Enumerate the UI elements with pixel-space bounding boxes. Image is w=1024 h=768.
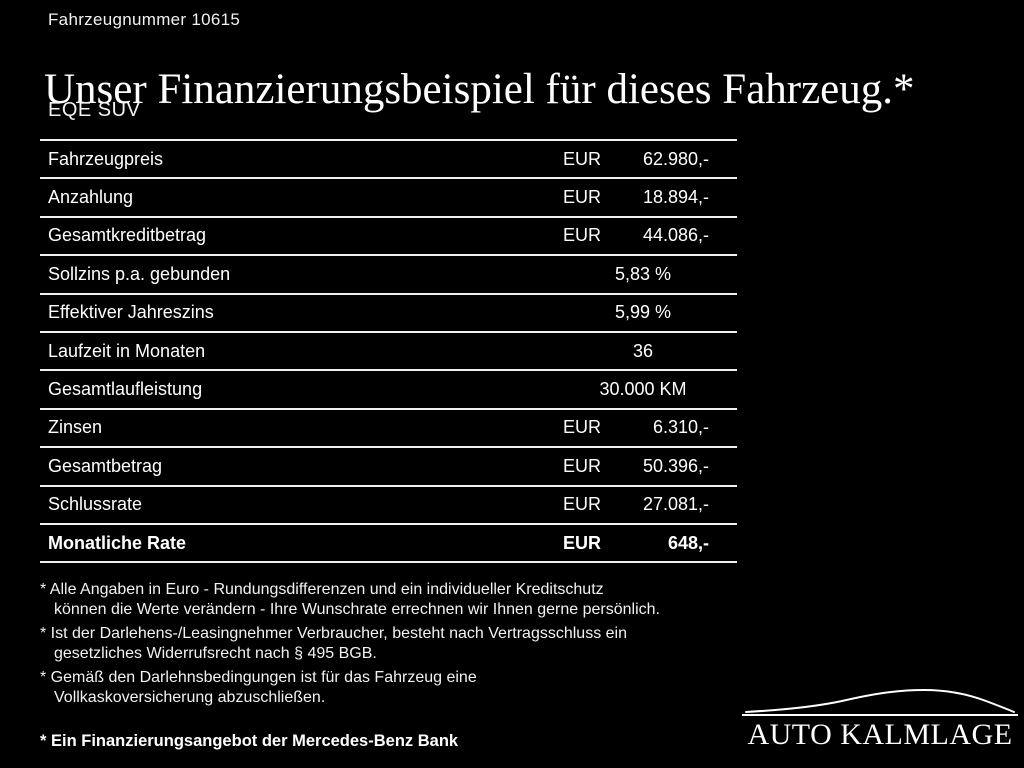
currency-label: EUR [563, 187, 602, 208]
row-values: 5,99 % [563, 302, 737, 323]
row-label: Monatliche Rate [48, 532, 187, 553]
row-values: EUR 18.894,- [563, 187, 737, 208]
currency-label: EUR [563, 225, 602, 246]
row-values: EUR 6.310,- [563, 417, 737, 438]
row-value: 36 [632, 340, 654, 361]
logo-divider [742, 714, 1018, 716]
table-row: Gesamtlaufleistung 30.000 KM [40, 369, 737, 407]
row-values: EUR 50.396,- [563, 456, 737, 477]
row-value: 648,- [667, 532, 709, 553]
bank-note: * Ein Finanzierungsangebot der Mercedes-… [40, 732, 459, 750]
row-value: 50.396,- [642, 455, 709, 476]
row-label: Sollzins p.a. gebunden [48, 263, 231, 284]
footnote: * Ist der Darlehens-/Leasingnehmer Verbr… [40, 625, 627, 662]
table-row: Schlussrate EUR 27.081,- [40, 484, 737, 523]
row-value: 5,99 % [614, 302, 672, 323]
table-row: Gesamtkreditbetrag EUR 44.086,- [40, 215, 737, 254]
dealer-logo: AUTO KALMLAGE [742, 686, 1018, 752]
row-value: 44.086,- [642, 225, 709, 246]
car-silhouette-icon [745, 688, 1015, 713]
row-value: 30.000 KM [599, 379, 687, 400]
page-title: Unser Finanzierungsbeispiel für dieses F… [44, 65, 915, 113]
table-row: Laufzeit in Monaten 36 [40, 330, 737, 369]
row-values: EUR 27.081,- [563, 494, 737, 515]
table-row: Fahrzeugpreis EUR 62.980,- [40, 139, 737, 177]
table-row: Zinsen EUR 6.310,- [40, 407, 737, 446]
dealer-name: AUTO KALMLAGE [747, 718, 1013, 751]
row-label: Laufzeit in Monaten [48, 340, 206, 361]
currency-label: EUR [563, 494, 602, 515]
footnotes: * Alle Angaben in Euro - Rundungsdiffere… [40, 580, 745, 712]
row-value: 5,83 % [614, 263, 672, 284]
table-row: Effektiver Jahreszins 5,99 % [40, 292, 737, 331]
footnote: * Alle Angaben in Euro - Rundungsdiffere… [40, 581, 660, 618]
row-label: Schlussrate [48, 494, 143, 515]
row-values: 30.000 KM [563, 379, 737, 400]
row-label: Fahrzeugpreis [48, 148, 164, 169]
table-row: Gesamtbetrag EUR 50.396,- [40, 446, 737, 484]
row-label: Gesamtkreditbetrag [48, 225, 207, 246]
finance-table: Fahrzeugpreis EUR 62.980,- Anzahlung EUR 1… [40, 139, 737, 564]
currency-label: EUR [563, 455, 602, 476]
row-label: Gesamtlaufleistung [48, 379, 203, 400]
row-label: Effektiver Jahreszins [48, 302, 214, 323]
vehicle-number: Fahrzeugnummer 10615 [48, 10, 241, 29]
row-value: 27.081,- [642, 494, 709, 515]
table-row: Sollzins p.a. gebunden 5,83 % [40, 254, 737, 292]
row-values: EUR 44.086,- [563, 225, 737, 246]
table-row: Anzahlung EUR 18.894,- [40, 177, 737, 215]
model-name: EQE SUV [48, 99, 141, 121]
row-values: 36 [563, 341, 737, 362]
currency-label: EUR [563, 417, 602, 438]
table-row-monthly-rate: Monatliche Rate EUR 648,- [40, 522, 737, 564]
row-label: Zinsen [48, 417, 103, 438]
row-label: Gesamtbetrag [48, 455, 163, 476]
row-values: EUR 62.980,- [563, 149, 737, 170]
row-values: 5,83 % [563, 264, 737, 285]
row-values: EUR 648,- [563, 533, 737, 554]
row-value: 6.310,- [652, 417, 709, 438]
row-label: Anzahlung [48, 187, 134, 208]
currency-label: EUR [563, 532, 602, 553]
currency-label: EUR [563, 148, 602, 169]
row-value: 62.980,- [642, 148, 709, 169]
row-value: 18.894,- [642, 187, 709, 208]
footnote: * Gemäß den Darlehnsbedingungen ist für … [40, 669, 477, 706]
